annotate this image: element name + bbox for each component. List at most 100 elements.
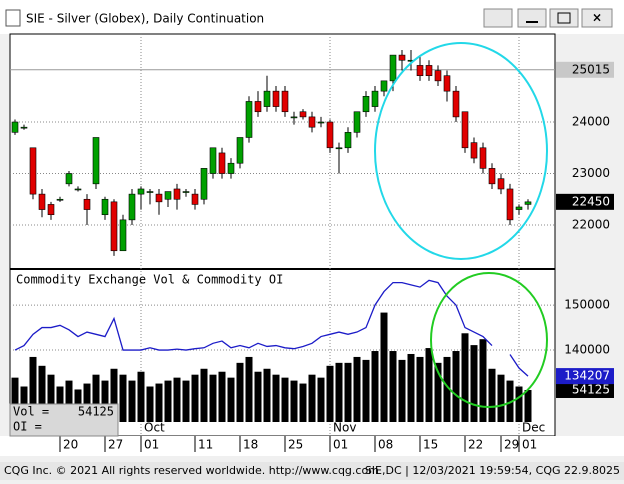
panel-title: Commodity Exchange Vol & Commodity OI (16, 273, 283, 287)
volume-bar (119, 374, 127, 422)
volume-bar (371, 351, 379, 422)
candle-body (191, 193, 199, 205)
x-tick-label: 08 (378, 438, 393, 452)
volume-bar (488, 368, 496, 422)
volume-bar (155, 383, 163, 422)
volume-bar (416, 356, 424, 422)
last-volume-label: 54125 (572, 382, 610, 396)
candle-body (479, 147, 487, 169)
volume-bar (326, 365, 334, 422)
volume-bar (137, 371, 145, 422)
x-tick-label: 20 (63, 438, 78, 452)
minimize-button[interactable] (517, 8, 547, 28)
volume-bar (434, 362, 442, 422)
volume-bar (317, 377, 325, 422)
volume-bar (425, 348, 433, 422)
candle-body (443, 75, 451, 92)
axis-value-box (556, 193, 614, 210)
candle-body (506, 188, 514, 221)
x-tick-label: 18 (243, 438, 258, 452)
volume-bar (209, 374, 217, 422)
volume-bar (443, 356, 451, 422)
candle-body (326, 121, 334, 149)
volume-bar (272, 374, 280, 422)
volume-bar (29, 356, 37, 422)
candle-body (182, 191, 190, 193)
x-tick-label: 29 (504, 438, 519, 452)
candle-body (137, 188, 145, 195)
candle-body (209, 147, 217, 174)
candle-body (20, 126, 28, 129)
axis-value-box (556, 368, 614, 385)
candle-body (371, 90, 379, 107)
volume-bar (281, 377, 289, 422)
footer-bar (0, 462, 624, 480)
volume-bar (380, 312, 388, 422)
candle-body (515, 206, 523, 210)
readout-label: OI = (13, 420, 42, 434)
candle-body (497, 178, 505, 190)
candle-body (335, 147, 343, 150)
candle-body (416, 65, 424, 77)
volume-bar (362, 359, 370, 422)
candle-body (218, 152, 226, 174)
candle-body (308, 116, 316, 128)
close-button[interactable] (581, 8, 613, 28)
x-tick-label: 01 (144, 438, 159, 452)
volume-bar (254, 371, 262, 422)
candle-body (344, 132, 352, 149)
readout-value: 54125 (78, 405, 114, 419)
candle-body (362, 95, 370, 113)
oi-line (14, 279, 529, 377)
axis-value-box (556, 61, 614, 78)
volume-bar (227, 377, 235, 422)
candle-body (164, 191, 172, 200)
y-tick-label: 25015 (572, 62, 610, 76)
volume-bar (389, 351, 397, 422)
y-tick-label: 24000 (572, 115, 610, 129)
volume-bar (407, 353, 415, 422)
candle-body (101, 198, 109, 216)
candle-body (470, 142, 478, 159)
candle-body (47, 204, 55, 216)
maximize-button[interactable] (549, 8, 579, 28)
candle-body (173, 188, 181, 200)
volume-bar (218, 371, 226, 422)
candle-body (119, 219, 127, 252)
volume-bar (398, 359, 406, 422)
y-tick-label: 22000 (572, 218, 610, 232)
candle-body (281, 90, 289, 113)
volume-bar (92, 374, 100, 422)
candle-body (461, 111, 469, 149)
volume-bar (353, 356, 361, 422)
candle-body (263, 90, 271, 107)
y-tick-label: 140000 (564, 343, 610, 357)
maximize-icon (557, 12, 571, 24)
volume-bar (146, 386, 154, 422)
candle-body (389, 54, 397, 82)
candle-body (29, 147, 37, 195)
x-tick-label: 01 (522, 438, 537, 452)
x-tick-label: 15 (423, 438, 438, 452)
candle-body (74, 188, 82, 191)
volume-bar (497, 374, 505, 422)
link-button[interactable] (483, 8, 513, 28)
x-tick-label: 01 (333, 438, 348, 452)
candle-body (524, 201, 532, 205)
footer-right: SIE,DC | 12/03/2021 19:59:54, CQG 22.9.8… (365, 464, 620, 477)
candle-body (353, 111, 361, 133)
candle-body (56, 198, 64, 201)
candle-body (272, 90, 280, 107)
y-tick-label: 23000 (572, 166, 610, 180)
candle-body (38, 193, 46, 210)
last-price-label: 22450 (572, 194, 610, 208)
month-label: Dec (522, 421, 545, 435)
volume-bar (515, 386, 523, 422)
candle-body (65, 173, 73, 185)
window-title: SIE - Silver (Globex), Daily Continuatio… (26, 12, 264, 26)
volume-bar (470, 345, 478, 422)
candle-body (236, 137, 244, 164)
app-icon (5, 9, 21, 27)
volume-bar (344, 362, 352, 422)
